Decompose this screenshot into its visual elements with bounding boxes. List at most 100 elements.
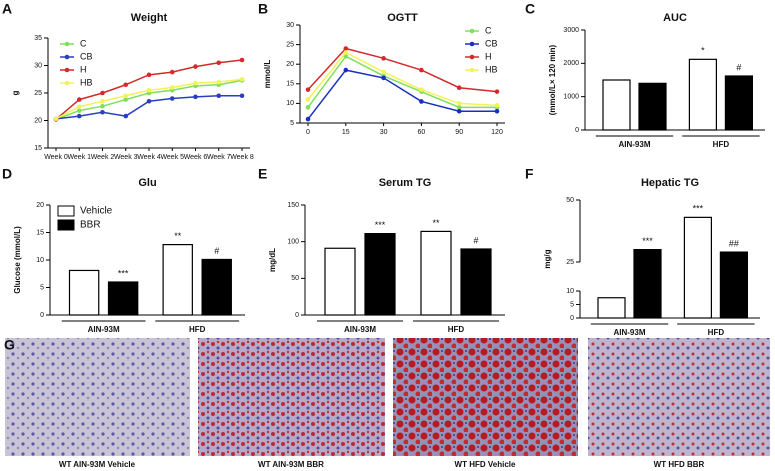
bar: [420, 230, 452, 316]
point: [239, 76, 245, 82]
group-label: AIN-93M: [88, 325, 120, 334]
y-axis-label: Glucose (mmol/L): [13, 226, 22, 294]
y-tick-label: 5: [290, 120, 294, 127]
point: [343, 46, 349, 51]
y-axis-label: mmol/L: [263, 60, 272, 89]
bar: [683, 216, 713, 319]
x-tick-label: 60: [418, 129, 426, 136]
annotation: #: [473, 235, 478, 245]
point: [305, 105, 311, 110]
y-tick-label: 0: [570, 315, 574, 322]
point: [169, 85, 175, 90]
point: [216, 79, 222, 85]
legend-marker: [469, 28, 475, 34]
x-tick-label: 120: [491, 129, 503, 136]
legend-marker: [469, 54, 475, 60]
point: [239, 93, 245, 99]
micrograph: [5, 338, 190, 456]
point: [239, 57, 245, 63]
group-label: HFD: [189, 325, 206, 334]
point: [456, 105, 462, 110]
bar: [68, 269, 100, 316]
bar: [633, 249, 662, 319]
point: [169, 96, 175, 101]
annotation: ##: [729, 238, 739, 248]
bar: [602, 79, 631, 131]
series-line: [307, 51, 498, 107]
point: [216, 93, 222, 99]
point: [494, 103, 500, 108]
panel-letter: B: [258, 1, 268, 17]
group-label: HFD: [713, 140, 730, 149]
y-tick-label: 30: [34, 62, 42, 69]
x-tick-label: Week 8: [230, 154, 254, 161]
y-tick-label: 20: [286, 61, 294, 68]
x-tick-label: Week 3: [114, 154, 138, 161]
y-axis-label: mg/g: [543, 249, 552, 268]
chart-title: OGTT: [387, 12, 418, 24]
series-line: [307, 47, 498, 93]
y-tick-label: 0: [40, 312, 44, 319]
legend-label: CB: [485, 38, 498, 48]
bar: [324, 247, 356, 316]
point: [494, 89, 500, 94]
x-tick-label: Week 6: [184, 154, 208, 161]
x-tick-label: Week 0: [44, 154, 68, 161]
y-tick-label: 5: [40, 284, 44, 291]
point: [381, 69, 386, 75]
legend-label: H: [485, 51, 492, 61]
panel-letter: E: [258, 166, 267, 182]
chart-title: Serum TG: [379, 177, 432, 189]
point: [146, 72, 152, 78]
point: [100, 98, 105, 104]
point: [123, 82, 129, 88]
bar: [638, 82, 667, 131]
legend-label: HB: [485, 64, 498, 74]
point: [456, 108, 462, 114]
image-caption: WT AIN-93M Vehicle: [59, 460, 136, 469]
legend-label: BBR: [80, 220, 101, 231]
group-label: AIN-93M: [618, 140, 650, 149]
series-line: [307, 55, 497, 109]
x-tick-label: 15: [342, 129, 350, 136]
y-tick-label: 1000: [563, 94, 579, 101]
x-tick-label: 0: [306, 129, 310, 136]
y-tick-label: 100: [287, 239, 299, 246]
bar: [107, 281, 139, 316]
x-tick-label: Week 2: [91, 154, 115, 161]
legend-label: H: [80, 64, 87, 74]
point: [419, 67, 424, 73]
legend-marker: [64, 54, 70, 60]
point: [123, 97, 129, 102]
annotation: #: [736, 62, 741, 72]
legend-swatch: [57, 219, 75, 231]
annotation: *: [701, 46, 705, 56]
annotation: ***: [693, 204, 704, 214]
y-tick-label: 20: [34, 117, 42, 124]
point: [146, 98, 152, 104]
point: [419, 87, 424, 92]
bar: [364, 233, 396, 316]
point: [100, 109, 105, 115]
point: [216, 60, 222, 66]
chart-title: Hepatic TG: [641, 177, 699, 189]
point: [494, 108, 500, 114]
y-tick-label: 35: [34, 35, 42, 42]
point: [193, 94, 198, 100]
bar: [162, 244, 193, 316]
image-caption: WT HFD Vehicle: [455, 460, 516, 469]
y-tick-label: 10: [286, 100, 294, 107]
x-tick-label: 90: [455, 129, 463, 136]
point: [381, 56, 386, 61]
point: [343, 54, 349, 59]
annotation: ***: [118, 268, 129, 278]
legend-swatch: [57, 205, 75, 217]
point: [343, 67, 349, 73]
series-line: [307, 69, 497, 120]
chart-title: AUC: [663, 12, 687, 24]
annotation: #: [214, 246, 219, 256]
legend-label: C: [485, 25, 492, 35]
y-tick-label: 30: [286, 22, 294, 29]
legend-marker: [64, 67, 70, 73]
